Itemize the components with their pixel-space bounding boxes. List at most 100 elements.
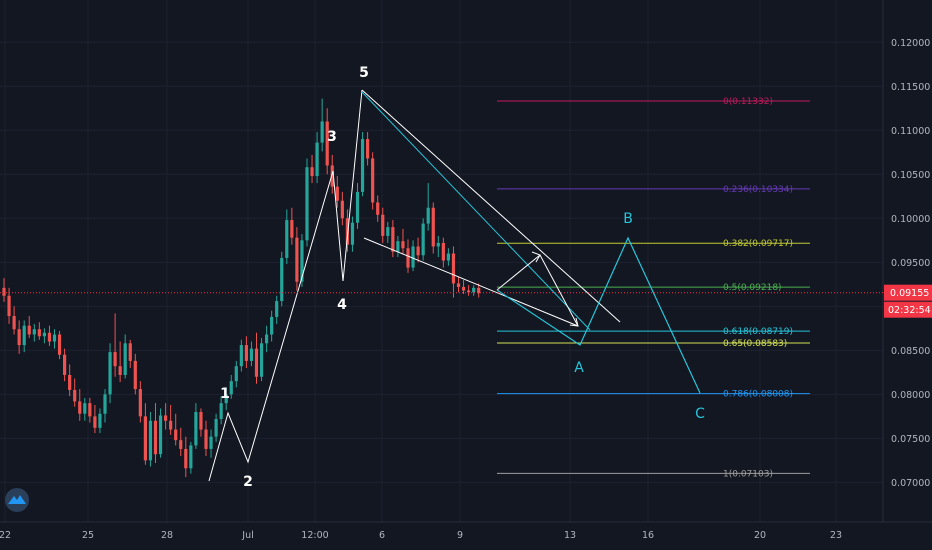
candle: [386, 221, 390, 243]
candle: [164, 403, 168, 430]
candle-body: [2, 287, 6, 296]
candle: [153, 403, 158, 464]
candle: [280, 251, 284, 307]
candle: [229, 374, 233, 399]
wedge-lower-line[interactable]: [363, 237, 579, 327]
fib-level-label: 1(0.07103): [723, 469, 773, 479]
abc-correction-path[interactable]: [496, 236, 701, 394]
candle: [366, 132, 370, 166]
candle-body: [436, 242, 440, 247]
candle-body: [224, 394, 228, 404]
candle: [234, 360, 238, 388]
candle-body: [17, 329, 21, 346]
price-axis-panel[interactable]: [884, 0, 932, 522]
candle: [391, 220, 395, 258]
price-tick-label: 0.10000: [891, 214, 930, 225]
candle: [254, 332, 259, 384]
candle-body: [204, 429, 208, 449]
candle: [259, 338, 264, 382]
candle: [174, 413, 178, 446]
wave-label-1: 1: [220, 386, 230, 402]
candle-body: [270, 316, 274, 335]
candle: [108, 343, 112, 404]
candle: [446, 248, 450, 266]
candle-body: [446, 253, 450, 261]
impulse-wave-path[interactable]: [208, 89, 363, 482]
candle: [305, 158, 309, 247]
candle: [472, 285, 476, 296]
candle: [73, 378, 77, 407]
candle-body: [179, 440, 183, 449]
candle: [360, 132, 365, 197]
candle: [199, 408, 203, 437]
candle: [189, 441, 193, 474]
candle: [68, 364, 72, 397]
candle-body: [456, 283, 461, 287]
candle-body: [371, 158, 375, 203]
candle: [103, 389, 107, 423]
wave-label-5: 5: [359, 65, 369, 81]
tradingview-logo[interactable]: [5, 488, 29, 512]
candle: [57, 330, 62, 360]
candle-body: [7, 295, 11, 317]
candle-body: [73, 389, 77, 402]
candle-body: [310, 167, 314, 177]
candle-body: [360, 139, 365, 192]
correction-label-B: B: [623, 211, 633, 227]
candle-body: [340, 200, 344, 219]
candle: [436, 235, 440, 258]
trend-drawings[interactable]: [208, 89, 701, 482]
candle-body: [37, 329, 41, 337]
candle: [335, 176, 339, 208]
candle: [381, 207, 385, 243]
time-tick-label: 16: [642, 530, 654, 541]
wave-label-2: 2: [243, 474, 253, 490]
candle: [295, 227, 299, 291]
candle-body: [254, 348, 259, 377]
candle: [355, 183, 360, 229]
candle-body: [416, 246, 420, 256]
candle-body: [366, 139, 370, 159]
candle-body: [214, 419, 218, 437]
wedge-upper-line[interactable]: [361, 89, 621, 323]
candle: [451, 246, 456, 298]
channel-line[interactable]: [361, 91, 591, 331]
candle: [214, 413, 218, 442]
candle: [411, 240, 415, 272]
candle: [123, 334, 127, 379]
time-tick-label: 9: [457, 530, 463, 541]
candle-body: [401, 241, 405, 249]
candle-body: [78, 401, 82, 414]
candle-body: [451, 253, 456, 284]
candle-body: [123, 343, 127, 375]
candle: [461, 279, 466, 295]
candle: [441, 237, 445, 268]
candle: [133, 353, 137, 395]
candle: [98, 408, 102, 434]
fib-level-label: 0.5(0.09218): [723, 283, 782, 293]
candle-body: [275, 301, 279, 317]
candle-body: [295, 237, 299, 282]
candle: [22, 320, 26, 353]
candle-body: [421, 223, 425, 256]
last-price-value: 0.09155: [890, 288, 929, 299]
candle: [7, 287, 11, 324]
candle: [27, 316, 31, 339]
fib-level-label: 0.382(0.09717): [723, 239, 793, 249]
candle: [88, 397, 92, 423]
candle: [179, 427, 183, 456]
candle: [265, 325, 269, 353]
candle-body: [391, 227, 395, 252]
candle: [47, 325, 52, 346]
time-tick-label: 22: [0, 530, 11, 541]
candle-body: [158, 415, 163, 455]
candle: [37, 322, 41, 340]
candle-body: [47, 332, 52, 342]
time-tick-label: 13: [564, 530, 576, 541]
time-tick-label: 12:00: [301, 530, 328, 541]
fibonacci-retracement[interactable]: 0(0.11332) 0.236(0.10334) 0.382(0.09717) 0.…: [497, 97, 810, 479]
candle-body: [330, 165, 334, 187]
candle: [315, 132, 319, 184]
candle: [477, 283, 481, 298]
